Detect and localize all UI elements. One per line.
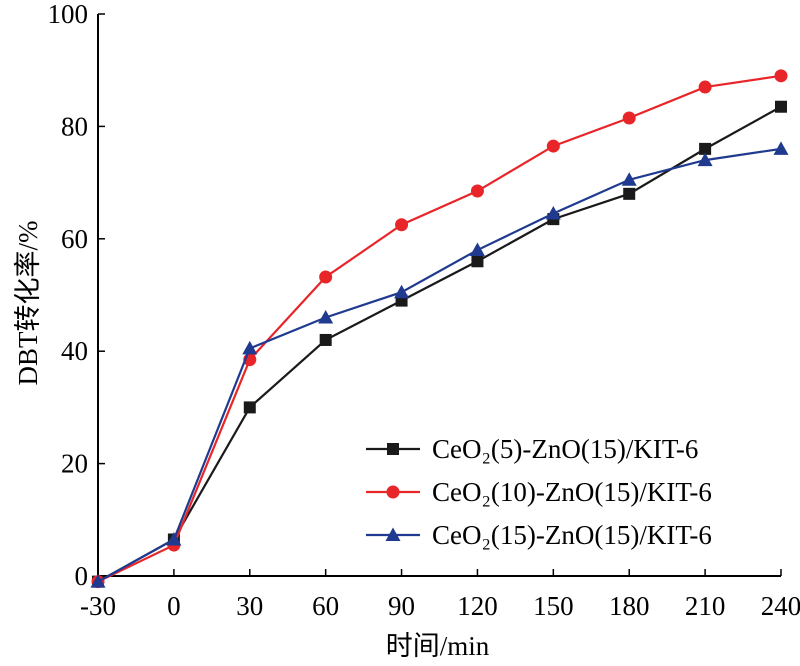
legend: CeO₂(5)-ZnO(15)/KIT-6 CeO₂(10)-ZnO(15)/KI… [366,434,712,550]
data-point [471,255,484,268]
data-point [698,80,712,94]
data-point [166,531,182,546]
y-tick-label: 0 [75,561,89,591]
legend-label: CeO₂(5)-ZnO(15)/KIT-6 [432,434,698,464]
series-1 [92,100,787,588]
data-point [318,309,334,324]
data-point [699,142,712,155]
legend-marker [385,527,401,541]
series-layer [90,69,789,589]
legend-marker [387,443,399,455]
legend-marker [386,485,400,499]
x-tick-label: 0 [167,591,181,621]
x-tick-label: 90 [388,591,415,621]
legend-item: CeO₂(10)-ZnO(15)/KIT-6 [366,477,712,507]
x-tick-label: 240 [761,591,800,621]
data-point [622,111,636,125]
x-tick-label: 180 [609,591,650,621]
data-point [774,69,788,83]
x-axis-title: 时间/min [386,631,490,661]
y-tick-label: 20 [61,449,88,479]
data-point [545,206,561,220]
data-point [773,141,789,155]
legend-label: CeO₂(15)-ZnO(15)/KIT-6 [432,520,712,550]
y-tick-label: 80 [61,111,88,141]
series-line [97,74,782,583]
data-point [319,270,333,284]
series-3 [90,141,789,588]
y-axis-title: DBT转化率/% [13,221,43,386]
x-tick-label: 120 [457,591,498,621]
x-tick-label: 150 [533,591,574,621]
data-point [470,184,484,198]
axes [97,14,781,577]
y-tick-label: 60 [61,224,88,254]
legend-label: CeO₂(10)-ZnO(15)/KIT-6 [432,477,712,507]
data-point [394,284,410,299]
x-tick-label: 30 [236,591,263,621]
data-point [242,340,258,355]
data-point [90,574,106,588]
data-point [623,187,636,200]
data-point [395,218,409,232]
series-line [97,105,782,583]
data-point [546,139,560,153]
x-tick-label: 60 [312,591,339,621]
x-tick-label: -30 [80,591,116,621]
series-2 [91,69,788,589]
series-line [97,147,782,583]
data-point [621,172,637,186]
data-point [469,242,485,257]
y-tick-label: 40 [61,336,88,366]
data-point [697,152,713,167]
y-tick-label: 100 [48,0,89,29]
x-tick-label: 210 [685,591,726,621]
legend-item: CeO₂(15)-ZnO(15)/KIT-6 [366,520,712,550]
data-point [775,100,787,113]
data-point [243,401,256,414]
legend-item: CeO₂(5)-ZnO(15)/KIT-6 [366,434,698,464]
data-point [319,333,332,346]
